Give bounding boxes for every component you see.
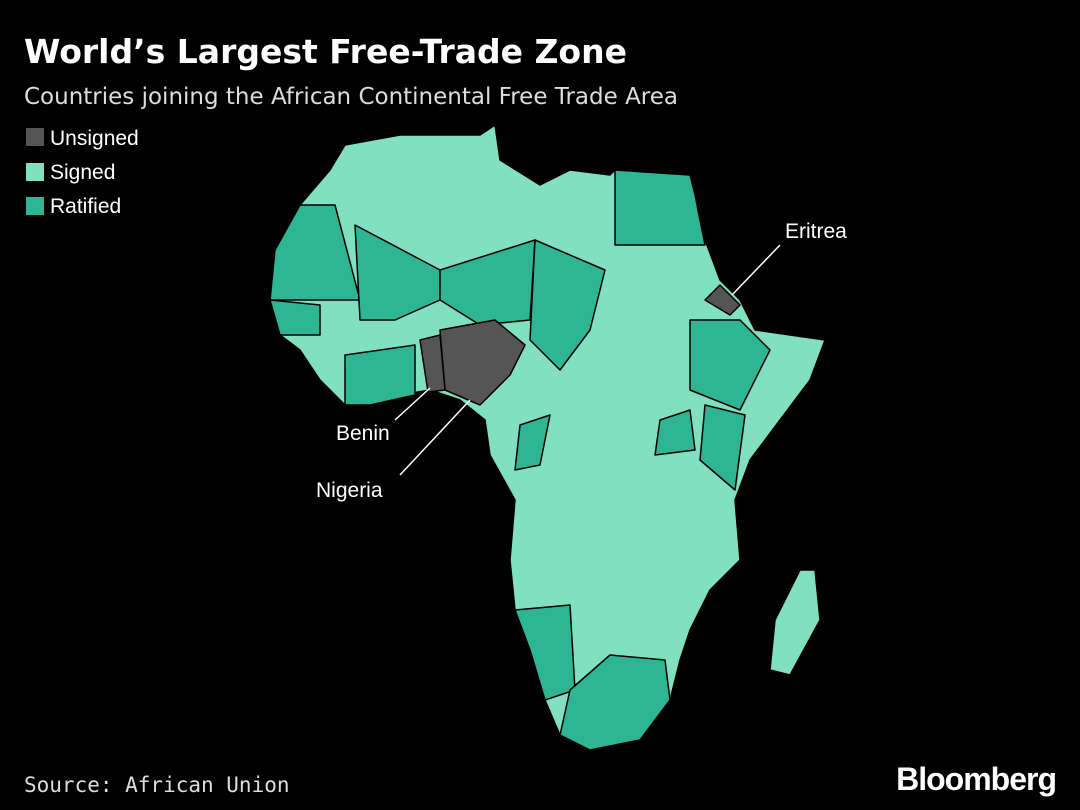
- leader-line: [394, 387, 431, 421]
- annotation: Benin: [336, 422, 390, 445]
- legend-swatch: [26, 197, 44, 215]
- country: [269, 299, 321, 336]
- country: [514, 604, 576, 701]
- country: [439, 239, 536, 326]
- country: [514, 414, 551, 471]
- legend-swatch: [26, 128, 44, 146]
- annotation: Nigeria: [316, 479, 383, 502]
- country: [344, 344, 416, 406]
- island: [769, 569, 821, 676]
- map: [269, 124, 826, 751]
- legend: Unsigned Signed Ratified: [26, 127, 139, 218]
- country: [654, 409, 696, 456]
- legend-label: Signed: [50, 161, 115, 184]
- subtitle: Countries joining the African Continenta…: [24, 84, 678, 110]
- legend-swatch: [26, 163, 44, 181]
- country: [559, 654, 671, 751]
- annotations: Eritrea Benin Nigeria: [316, 220, 847, 502]
- leader-line: [731, 244, 781, 296]
- country-benin: [419, 334, 446, 393]
- country-eritrea: [704, 284, 741, 316]
- country: [614, 169, 706, 246]
- legend-label: Unsigned: [50, 127, 139, 150]
- country: [689, 319, 771, 411]
- country: [354, 224, 441, 321]
- logo: Bloomberg: [896, 761, 1056, 797]
- country: [529, 239, 606, 371]
- leader-line: [399, 399, 471, 476]
- country: [699, 404, 746, 491]
- legend-label: Ratified: [50, 195, 121, 218]
- title: World’s Largest Free-Trade Zone: [24, 32, 627, 71]
- source: Source: African Union: [24, 773, 290, 797]
- annotation: Eritrea: [785, 220, 847, 243]
